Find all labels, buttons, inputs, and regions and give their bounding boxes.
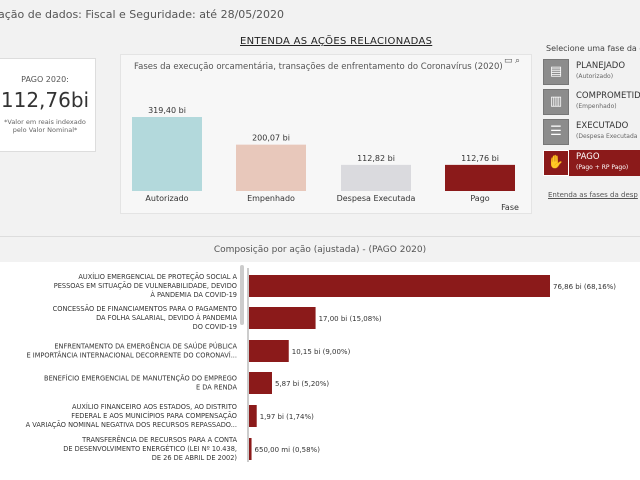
action-bar-value: 5,87 bi (5,20%) <box>275 380 329 388</box>
action-bar-value: 76,86 bi (68,16%) <box>553 283 616 291</box>
phase-option-label: COMPROMETID <box>576 91 640 101</box>
kpi-value: 112,76bi <box>0 88 90 112</box>
action-category-label: ENFRENTAMENTO DA EMERGÊNCIA DE SAÚDE PÚB… <box>27 342 238 360</box>
phase-option-sub: (Pago + RP Pago) <box>576 164 629 171</box>
action-category-label: AUXÍLIO EMERGENCIAL DE PROTEÇÃO SOCIAL A… <box>54 272 238 299</box>
kpi-label: PAGO 2020: <box>21 75 69 84</box>
action-category-label: CONCESSÃO DE FINANCIAMENTOS PARA O PAGAM… <box>53 304 238 331</box>
phase-bar[interactable] <box>445 164 515 191</box>
action-category-label: BENEFÍCIO EMERGENCIAL DE MANUTENÇÃO DO E… <box>44 374 237 392</box>
action-bar[interactable] <box>249 307 316 329</box>
composition-panel <box>0 262 640 480</box>
action-bar[interactable] <box>249 438 252 460</box>
phase-option-sub: (Despesa Executada <box>576 133 638 140</box>
action-bar[interactable] <box>249 340 289 362</box>
composition-chart-title: Composição por ação (ajustada) - (PAGO 2… <box>213 245 427 255</box>
phase-option-executado[interactable]: ☰ EXECUTADO (Despesa Executada <box>543 119 640 145</box>
action-category-label: TRANSFERÊNCIA DE RECURSOS PARA A CONTA DE… <box>63 435 237 462</box>
kpi-card: PAGO 2020: 112,76bi *Valor em reais inde… <box>0 58 96 152</box>
payment-icon: ✋ <box>543 150 569 176</box>
zoom-icon[interactable]: ⌕ <box>515 56 521 66</box>
action-bar[interactable] <box>249 405 257 427</box>
kpi-note: *Valor em reais indexado pelo Valor Nomi… <box>0 118 95 134</box>
kpi-note-line-2: pelo Valor Nominal* <box>12 126 78 134</box>
phase-bar-value: 200,07 bi <box>252 134 290 143</box>
phase-category-label: Despesa Executada <box>337 194 416 203</box>
phases-selector-title: Selecione uma fase da de <box>546 44 640 53</box>
section-divider <box>0 236 640 237</box>
phase-option-label: PLANEJADO <box>576 61 626 71</box>
action-bar-value: 650,00 mi (0,58%) <box>255 446 321 454</box>
action-bar-value: 10,15 bi (9,00%) <box>292 348 351 356</box>
action-bar[interactable] <box>249 275 550 297</box>
print-icon[interactable]: ▭ <box>504 56 513 66</box>
phase-category-label: Pago <box>470 194 489 203</box>
phase-bar[interactable] <box>132 117 202 191</box>
checklist-icon: ☰ <box>543 119 569 145</box>
phase-category-label: Autorizado <box>145 194 188 203</box>
phases-chart-title: Fases da execução orcamentária, transaçõ… <box>134 62 503 72</box>
related-actions-link[interactable]: ENTENDA AS AÇÕES RELACIONADAS <box>240 36 433 47</box>
phases-explainer-link[interactable]: Entenda as fases da desp <box>548 191 638 199</box>
phase-bar-value: 112,76 bi <box>461 154 499 163</box>
phase-option-label: EXECUTADO <box>576 121 629 131</box>
phase-option-planejado[interactable]: ▤ PLANEJADO (Autorizado) <box>543 59 640 85</box>
action-bar[interactable] <box>249 372 272 394</box>
document-icon: ▥ <box>543 89 569 115</box>
phase-bar[interactable] <box>236 144 306 191</box>
action-category-label: AUXÍLIO FINANCEIRO AOS ESTADOS, AO DISTR… <box>26 402 237 429</box>
x-axis-label: Fase <box>501 203 519 212</box>
phase-bar-value: 319,40 bi <box>148 106 186 115</box>
phase-option-sub: (Autorizado) <box>576 73 614 80</box>
top-bar: ação de dados: Fiscal e Seguridade: até … <box>0 0 640 30</box>
scrollbar[interactable] <box>240 265 244 325</box>
phase-option-comprometid[interactable]: ▥ COMPROMETID (Empenhado) <box>543 89 640 115</box>
chart-icon: ▤ <box>543 59 569 85</box>
phase-option-sub: (Empenhado) <box>576 103 617 110</box>
phase-bar-value: 112,82 bi <box>357 154 395 163</box>
phase-option-pago[interactable]: ✋ PAGO (Pago + RP Pago) <box>543 150 640 176</box>
action-bar-value: 17,00 bi (15,08%) <box>319 315 382 323</box>
kpi-note-line-1: *Valor em reais indexado <box>4 118 86 126</box>
data-update-info: ação de dados: Fiscal e Seguridade: até … <box>0 8 284 21</box>
action-bar-value: 1,97 bi (1,74%) <box>260 413 314 421</box>
phase-bar[interactable] <box>341 164 411 191</box>
phase-category-label: Empenhado <box>247 194 295 203</box>
phase-option-label: PAGO <box>576 152 600 162</box>
